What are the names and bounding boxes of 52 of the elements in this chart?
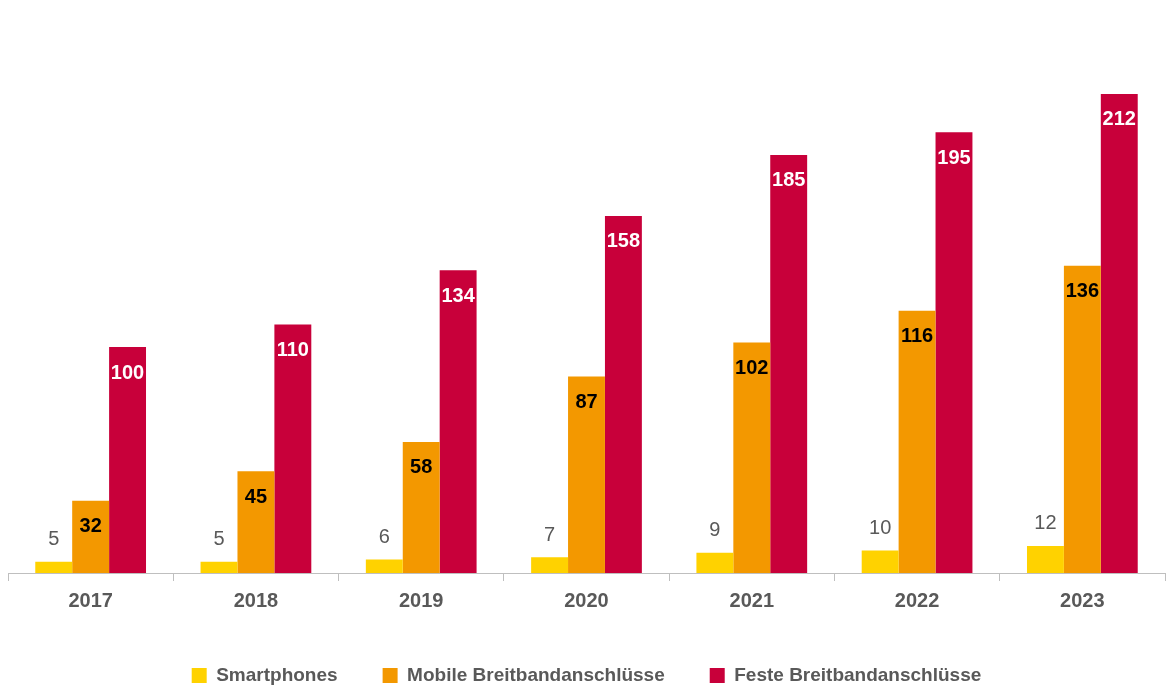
x-tick-label: 2020 (564, 588, 609, 611)
bar (898, 310, 936, 573)
data-label: 10 (869, 515, 892, 538)
x-tick-label: 2018 (233, 588, 279, 611)
bar (109, 347, 147, 573)
bar (531, 557, 569, 573)
bar (237, 471, 275, 573)
legend-label: Feste Breitbandanschlüsse (734, 663, 982, 685)
bar (770, 154, 808, 573)
data-label: 12 (1034, 511, 1057, 534)
bar (1063, 265, 1101, 573)
bar (935, 132, 973, 573)
bar (861, 550, 899, 573)
data-label: 136 (1065, 279, 1100, 302)
data-label: 45 (244, 484, 268, 507)
data-label: 195 (937, 145, 971, 168)
x-tick-label: 2021 (729, 588, 775, 611)
data-label: 7 (544, 522, 556, 545)
x-tick-label: 2023 (1060, 588, 1105, 611)
x-tick-label: 2019 (398, 588, 444, 611)
bar (402, 441, 440, 573)
legend-label: Smartphones (216, 663, 338, 685)
bar (733, 342, 771, 573)
data-label: 32 (79, 514, 102, 537)
data-label: 212 (1102, 107, 1136, 130)
data-label: 100 (110, 360, 145, 383)
data-label: 110 (276, 337, 309, 360)
bar (696, 552, 734, 573)
data-label: 5 (48, 527, 60, 550)
legend-label: Mobile Breitbandanschlüsse (407, 663, 665, 685)
data-label: 5 (213, 527, 225, 550)
bar (568, 376, 605, 573)
bar (274, 324, 312, 573)
data-label: 58 (410, 455, 433, 478)
x-tick-label: 2022 (894, 588, 940, 611)
data-label: 87 (575, 389, 598, 412)
bar (200, 561, 238, 573)
data-label: 9 (709, 518, 721, 541)
x-tick-label: 2017 (68, 588, 113, 611)
bar (1100, 93, 1138, 573)
data-label: 6 (378, 524, 390, 547)
bar (365, 559, 403, 573)
data-label: 158 (606, 229, 641, 252)
data-label: 116 (900, 324, 934, 347)
bar (439, 270, 477, 573)
data-label: 102 (735, 356, 769, 378)
data-label: 185 (772, 168, 806, 191)
bar (72, 500, 110, 573)
bar (1026, 545, 1064, 573)
bar (35, 561, 73, 573)
data-label: 134 (441, 283, 476, 306)
bar (604, 215, 642, 573)
